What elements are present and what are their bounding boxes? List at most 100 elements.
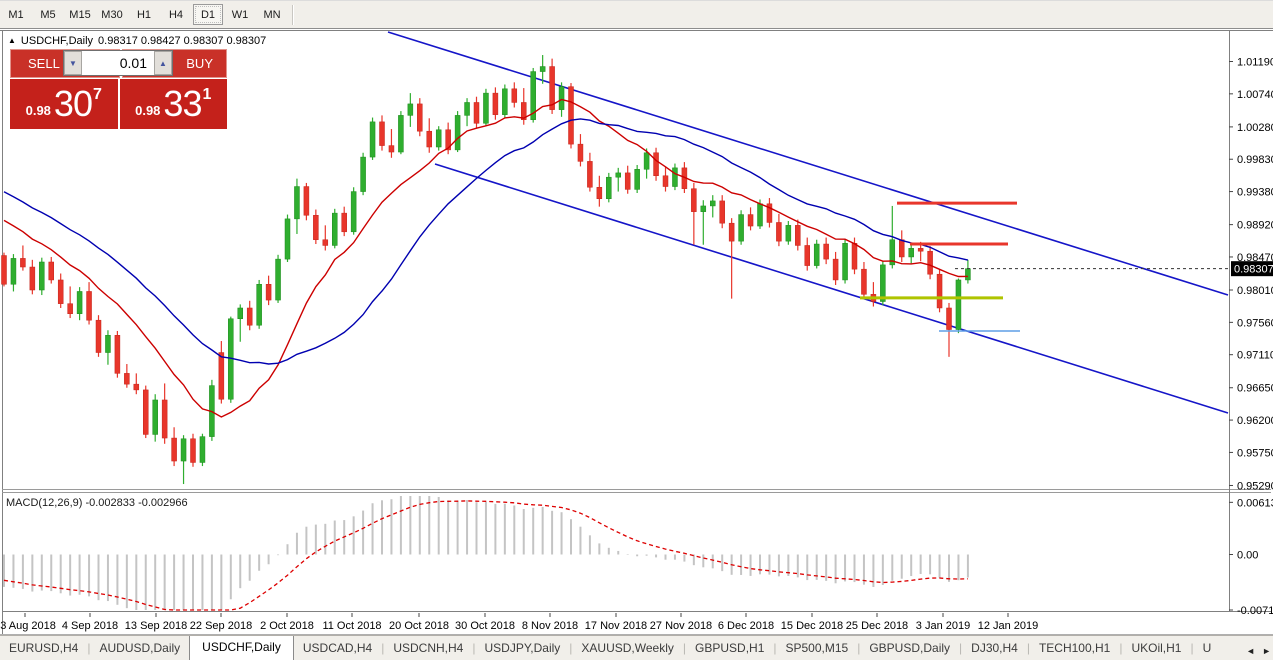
svg-text:1.00740: 1.00740 <box>1237 89 1273 101</box>
svg-text:-0.007142: -0.007142 <box>1237 605 1273 617</box>
svg-text:1.01190: 1.01190 <box>1237 57 1273 69</box>
chart-tab-bar: EURUSD,H4 | AUDUSD,Daily USDCHF,Daily USDCAD… <box>0 635 1273 660</box>
ma-fast-line[interactable] <box>3 98 968 418</box>
tab-eurusd-h4[interactable]: EURUSD,H4 <box>9 641 79 655</box>
tab-dj30-h4[interactable]: DJ30,H4 <box>971 641 1018 655</box>
tab-scroll-left-icon[interactable]: ◄ <box>1246 646 1256 656</box>
sell-price-sup: 7 <box>92 86 102 103</box>
tab-scroll-controls: ◄ ► <box>1241 646 1271 656</box>
svg-text:0.98920: 0.98920 <box>1237 220 1273 232</box>
svg-text:22 Sep 2018: 22 Sep 2018 <box>190 620 252 632</box>
timeframe-button-d1[interactable]: D1 <box>193 4 223 25</box>
buy-price-sup: 1 <box>202 86 212 103</box>
timeframe-toolbar: M1 M5 M15 M30 H1 H4 D1 W1 MN <box>0 0 1273 29</box>
candlestick-series <box>1 55 971 485</box>
spinner-down-icon: ▼ <box>69 58 77 68</box>
timeframe-button-mn[interactable]: MN <box>263 9 281 21</box>
timeframe-button-h4[interactable]: H4 <box>168 9 184 21</box>
timeframe-button-m30[interactable]: M30 <box>101 9 123 21</box>
spinner-up-icon: ▲ <box>159 58 167 68</box>
symbol-period-label: USDCHF,Daily <box>20 35 94 47</box>
svg-text:0.97110: 0.97110 <box>1237 350 1273 362</box>
sell-price-prefix: 0.98 <box>25 102 51 118</box>
svg-text:12 Jan 2019: 12 Jan 2019 <box>978 620 1039 632</box>
svg-text:2 Oct 2018: 2 Oct 2018 <box>260 620 314 632</box>
tab-audusd-daily[interactable]: AUDUSD,Daily <box>99 641 181 655</box>
timeframe-button-m1[interactable]: M1 <box>8 9 24 21</box>
svg-text:0.96200: 0.96200 <box>1237 415 1273 427</box>
collapse-panel-icon[interactable]: ▲ <box>8 35 16 45</box>
svg-text:15 Dec 2018: 15 Dec 2018 <box>781 620 843 632</box>
buy-price-big: 33 <box>163 83 202 124</box>
ohlc-values: 0.98317 0.98427 0.98307 0.98307 <box>98 35 267 47</box>
tab-sp500-m15[interactable]: SP500,M15 <box>785 641 849 655</box>
trendline-channel-lower[interactable] <box>434 163 1229 414</box>
svg-text:20 Oct 2018: 20 Oct 2018 <box>389 620 449 632</box>
current-price-tag: 0.98307 <box>1231 261 1273 277</box>
tab-separator: | <box>569 641 573 655</box>
tab-separator: | <box>472 641 476 655</box>
tab-usdcnh-h4[interactable]: USDCNH,H4 <box>393 641 464 655</box>
trendline-channel-upper[interactable] <box>387 31 1229 296</box>
svg-text:0.98470: 0.98470 <box>1237 252 1273 264</box>
svg-text:0.99380: 0.99380 <box>1237 187 1273 199</box>
svg-text:0.98010: 0.98010 <box>1237 285 1273 297</box>
tab-ukoil-h1[interactable]: UKOil,H1 <box>1131 641 1182 655</box>
svg-text:0.95290: 0.95290 <box>1237 480 1273 492</box>
svg-text:0.96650: 0.96650 <box>1237 383 1273 395</box>
svg-text:11 Oct 2018: 11 Oct 2018 <box>322 620 381 632</box>
tab-gbpusd-daily[interactable]: GBPUSD,Daily <box>869 641 951 655</box>
svg-text:1.00280: 1.00280 <box>1237 122 1273 134</box>
svg-text:3 Jan 2019: 3 Jan 2019 <box>916 620 970 632</box>
tab-scroll-right-icon[interactable]: ► <box>1262 646 1271 656</box>
tab-separator: | <box>1190 641 1194 655</box>
timeframe-button-h1[interactable]: H1 <box>136 9 152 21</box>
svg-text:0.97560: 0.97560 <box>1237 317 1273 329</box>
volume-stepper: ▼ ▲ <box>63 50 173 76</box>
tab-xauusd-weekly[interactable]: XAUUSD,Weekly <box>581 641 674 655</box>
tab-gbpusd-h1[interactable]: GBPUSD,H1 <box>695 641 765 655</box>
tab-usdjpy-daily[interactable]: USDJPY,Daily <box>484 641 561 655</box>
date-axis: 23 Aug 2018 4 Sep 2018 13 Sep 2018 22 Sep 2… <box>0 613 1038 632</box>
buy-price-prefix: 0.98 <box>135 102 161 118</box>
volume-decrease-button[interactable]: ▼ <box>64 51 82 75</box>
tab-separator: | <box>857 641 861 655</box>
svg-text:27 Nov 2018: 27 Nov 2018 <box>650 620 712 632</box>
tab-separator: | <box>1026 641 1030 655</box>
tab-usdcad-h4[interactable]: USDCAD,H4 <box>302 641 373 655</box>
svg-text:23 Aug 2018: 23 Aug 2018 <box>0 620 56 632</box>
volume-input[interactable] <box>82 51 154 75</box>
timeframe-button-m5[interactable]: M5 <box>40 9 56 21</box>
sell-price-button[interactable]: 0.98 30 7 <box>10 79 118 129</box>
tab-usdchf-daily[interactable]: USDCHF,Daily <box>189 636 294 660</box>
tab-separator: | <box>381 641 385 655</box>
svg-text:0.98307: 0.98307 <box>1234 264 1273 276</box>
price-axis: 1.01190 1.00740 1.00280 0.99830 0.99380 0.989… <box>1229 57 1273 492</box>
chart-frame <box>0 30 1273 635</box>
tab-separator: | <box>959 641 963 655</box>
macd-signal-line <box>3 500 968 611</box>
svg-text:6 Dec 2018: 6 Dec 2018 <box>718 620 774 632</box>
tab-separator: | <box>682 641 687 655</box>
svg-text:13 Sep 2018: 13 Sep 2018 <box>125 620 187 632</box>
buy-price-button[interactable]: 0.98 33 1 <box>119 79 227 129</box>
timeframe-button-m15[interactable]: M15 <box>69 9 91 21</box>
macd-indicator-label: MACD(12,26,9) -0.002833 -0.002966 <box>6 497 188 509</box>
sell-price-big: 30 <box>53 83 93 124</box>
svg-text:8 Nov 2018: 8 Nov 2018 <box>522 620 578 632</box>
svg-text:0.006137: 0.006137 <box>1237 497 1273 509</box>
toolbar-separator <box>292 4 294 25</box>
chart-title: ▲ USDCHF,Daily 0.98317 0.98427 0.98307 0… <box>8 35 266 47</box>
sell-button-label: SELL <box>28 56 60 71</box>
svg-text:0.95750: 0.95750 <box>1237 447 1273 459</box>
volume-increase-button[interactable]: ▲ <box>154 51 172 75</box>
timeframe-button-w1[interactable]: W1 <box>231 9 249 21</box>
tab-tech100-h1[interactable]: TECH100,H1 <box>1038 641 1111 655</box>
ma-slow-line[interactable] <box>3 118 969 365</box>
tab-separator: | <box>87 641 91 655</box>
svg-text:25 Dec 2018: 25 Dec 2018 <box>846 620 908 632</box>
tab-u[interactable]: U <box>1202 641 1212 655</box>
macd-histogram <box>3 496 969 610</box>
